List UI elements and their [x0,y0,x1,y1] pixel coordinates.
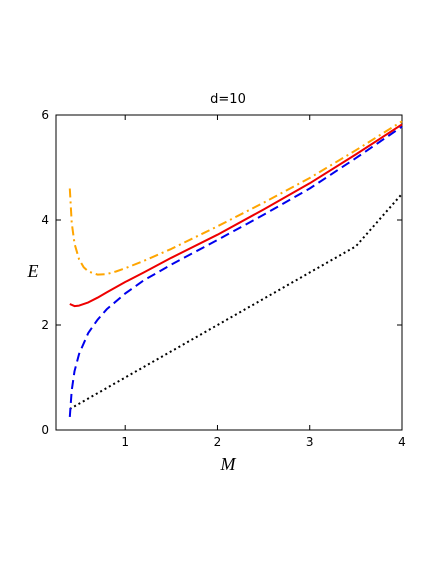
y-tick-label: 6 [41,108,49,122]
y-tick-label: 0 [41,423,49,437]
x-axis-label: M [220,454,237,474]
series-line-dotted [69,193,403,410]
series-line-solid [69,123,403,308]
y-tick-label: 4 [41,213,49,227]
y-tick-label: 2 [41,318,49,332]
x-tick-label: 1 [121,435,129,449]
series-line-dashdot [68,120,403,276]
axis-ticks: 1 2 3 4 0 2 4 6 [41,108,405,449]
plot-frame [55,114,403,431]
series-group [68,120,403,417]
x-tick-label: 2 [214,435,222,449]
y-axis-label: E [27,261,39,281]
x-tick-label: 4 [398,435,406,449]
x-tick-label: 3 [306,435,314,449]
chart-title: d=10 [210,92,246,107]
series-line-dashed [68,125,403,417]
